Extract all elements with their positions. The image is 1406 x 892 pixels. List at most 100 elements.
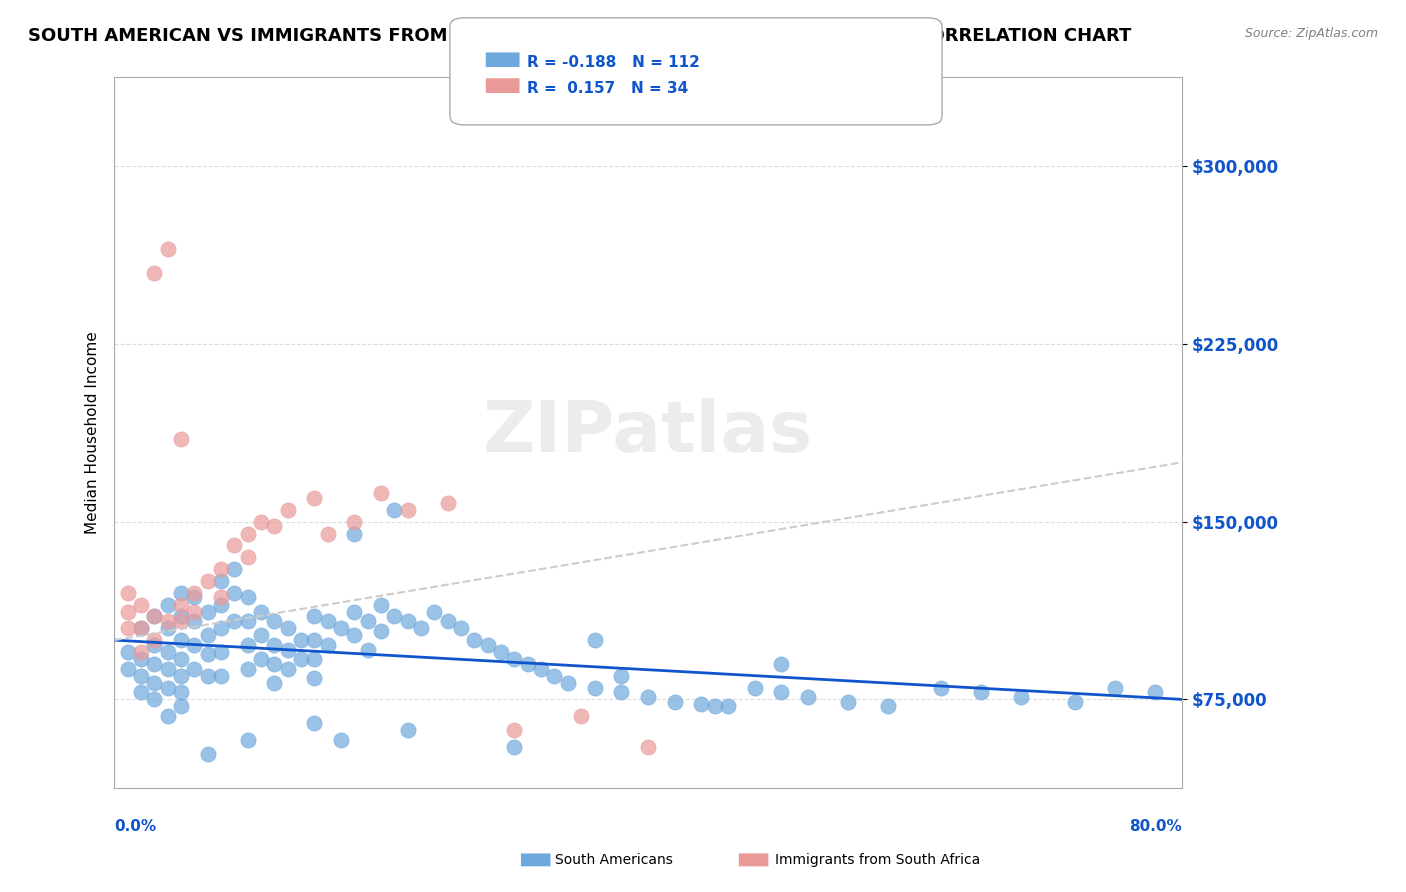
Point [304,652,326,666]
Point [183,585,205,599]
Point [209,621,232,635]
Point [797,690,820,704]
Point [637,739,659,754]
Point [557,675,579,690]
Text: R =  0.157   N = 34: R = 0.157 N = 34 [527,81,689,95]
Point [250,515,273,529]
Point [343,515,366,529]
Point [290,652,312,666]
Point [250,652,273,666]
Point [143,638,166,652]
Point [316,614,339,628]
Point [183,638,205,652]
Point [129,685,152,699]
Point [610,685,633,699]
Point [209,591,232,605]
Point [143,692,166,706]
Point [423,605,446,619]
Point [436,614,458,628]
Point [357,614,380,628]
Point [290,633,312,648]
Point [409,621,432,635]
Point [129,645,152,659]
Point [690,697,713,711]
Point [503,723,526,738]
Point [170,685,193,699]
Point [156,621,179,635]
Point [277,503,299,517]
Point [209,645,232,659]
Point [170,609,193,624]
Point [236,614,259,628]
Point [143,675,166,690]
Point [330,621,353,635]
Point [263,657,285,671]
Point [489,645,512,659]
Point [224,538,246,552]
Point [877,699,900,714]
Point [1010,690,1032,704]
Point [396,723,419,738]
Point [129,621,152,635]
Point [343,628,366,642]
Point [343,605,366,619]
Point [117,645,139,659]
Point [117,661,139,675]
Point [477,638,499,652]
Point [396,614,419,628]
Point [370,598,392,612]
Point [197,648,219,662]
Point [170,614,193,628]
Point [143,609,166,624]
Point [396,503,419,517]
Text: SOUTH AMERICAN VS IMMIGRANTS FROM SOUTH AFRICA MEDIAN HOUSEHOLD INCOME CORRELATI: SOUTH AMERICAN VS IMMIGRANTS FROM SOUTH … [28,27,1132,45]
Point [770,685,793,699]
Point [236,638,259,652]
Point [436,496,458,510]
Point [156,242,179,256]
Point [183,605,205,619]
Point [970,685,993,699]
Point [263,638,285,652]
Point [156,645,179,659]
Point [236,526,259,541]
Point [117,605,139,619]
Point [209,668,232,682]
Point [503,739,526,754]
Text: ZIPatlas: ZIPatlas [482,399,813,467]
Point [197,628,219,642]
Point [583,681,606,695]
Point [637,690,659,704]
Point [263,614,285,628]
Point [143,657,166,671]
Point [197,574,219,588]
Point [183,591,205,605]
Point [744,681,766,695]
Point [382,609,405,624]
Point [183,661,205,675]
Point [209,574,232,588]
Point [197,668,219,682]
Point [250,628,273,642]
Point [370,624,392,638]
Point [450,621,472,635]
Point [117,621,139,635]
Text: Immigrants from South Africa: Immigrants from South Africa [775,853,980,867]
Point [143,266,166,280]
Point [156,709,179,723]
Point [316,526,339,541]
Point [277,661,299,675]
Point [316,638,339,652]
Point [236,591,259,605]
Point [170,598,193,612]
Point [129,668,152,682]
Point [143,609,166,624]
Point [156,661,179,675]
Point [343,526,366,541]
Point [170,432,193,446]
Point [263,675,285,690]
Point [277,621,299,635]
Point [143,633,166,648]
Point [569,709,592,723]
Point [931,681,953,695]
